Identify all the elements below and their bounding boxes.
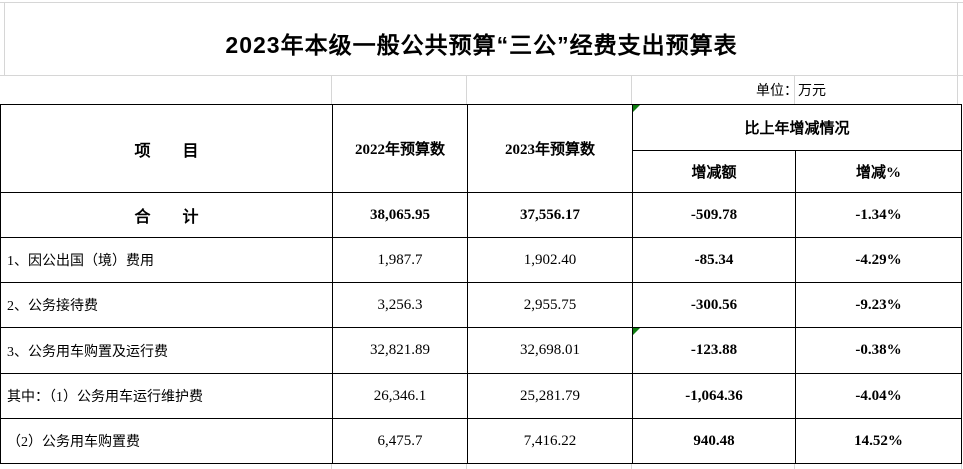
column-header-change-percent: 增减% bbox=[796, 151, 962, 193]
column-header-item: 项 目 bbox=[1, 105, 333, 193]
gridline bbox=[466, 76, 467, 104]
cell-change-percent: -9.23% bbox=[796, 283, 962, 328]
cell-change-amount: -509.78 bbox=[633, 193, 796, 238]
gridline bbox=[794, 76, 795, 104]
cell-change-percent: 14.52% bbox=[796, 419, 962, 464]
cell-2022-budget: 6,475.7 bbox=[333, 419, 468, 464]
error-indicator-icon bbox=[633, 105, 640, 112]
gridline bbox=[0, 75, 963, 76]
cell-change-amount-value: -123.88 bbox=[690, 342, 738, 358]
cell-2022-budget: 1,987.7 bbox=[333, 238, 468, 283]
column-header-change-amount: 增减额 bbox=[633, 151, 796, 193]
unit-label: 单位：万元 bbox=[756, 84, 826, 99]
gridline bbox=[631, 76, 632, 104]
row-label-vehicle-purchase-operation: 3、公务用车购置及运行费 bbox=[1, 328, 333, 374]
error-indicator-icon bbox=[633, 328, 640, 335]
gridline bbox=[0, 2, 963, 3]
cell-2022-budget: 32,821.89 bbox=[333, 328, 468, 374]
gridline bbox=[331, 464, 332, 469]
cell-change-amount: -300.56 bbox=[633, 283, 796, 328]
cell-2023-budget: 7,416.22 bbox=[468, 419, 633, 464]
cell-change-percent: -4.29% bbox=[796, 238, 962, 283]
cell-change-percent: -0.38% bbox=[796, 328, 962, 374]
cell-change-amount: -85.34 bbox=[633, 238, 796, 283]
cell-2022-budget: 3,256.3 bbox=[333, 283, 468, 328]
gridline bbox=[957, 2, 958, 104]
row-label-vehicle-operation-maintenance: 其中：（1）公务用车运行维护费 bbox=[1, 374, 333, 419]
cell-change-percent: -1.34% bbox=[796, 193, 962, 238]
gridline bbox=[331, 76, 332, 104]
cell-2022-budget: 26,346.1 bbox=[333, 374, 468, 419]
row-label-overseas-travel: 1、因公出国（境）费用 bbox=[1, 238, 333, 283]
cell-change-amount: -123.88 bbox=[633, 328, 796, 374]
gridline bbox=[631, 464, 632, 469]
column-header-2023-budget: 2023年预算数 bbox=[468, 105, 633, 193]
cell-2022-budget: 38,065.95 bbox=[333, 193, 468, 238]
cell-change-amount: -1,064.36 bbox=[633, 374, 796, 419]
row-label-official-reception: 2、公务接待费 bbox=[1, 283, 333, 328]
budget-table: 项 目 2022年预算数 2023年预算数 比上年增减情况 增减额 增减% 合 … bbox=[0, 104, 962, 464]
cell-2023-budget: 2,955.75 bbox=[468, 283, 633, 328]
gridline bbox=[466, 464, 467, 469]
column-header-change-group: 比上年增减情况 bbox=[633, 105, 962, 151]
column-header-2022-budget: 2022年预算数 bbox=[333, 105, 468, 193]
cell-change-amount: 940.48 bbox=[633, 419, 796, 464]
cell-change-percent: -4.04% bbox=[796, 374, 962, 419]
row-label-total: 合 计 bbox=[1, 193, 333, 238]
column-header-change-group-label: 比上年增减情况 bbox=[744, 121, 850, 137]
page-title: 2023年本级一般公共预算“三公”经费支出预算表 bbox=[225, 32, 738, 58]
cell-2023-budget: 1,902.40 bbox=[468, 238, 633, 283]
cell-2023-budget: 32,698.01 bbox=[468, 328, 633, 374]
gridline bbox=[794, 464, 795, 469]
gridline bbox=[961, 464, 962, 469]
row-label-vehicle-purchase: （2）公务用车购置费 bbox=[1, 419, 333, 464]
gridline bbox=[4, 2, 5, 75]
cell-2023-budget: 25,281.79 bbox=[468, 374, 633, 419]
cell-2023-budget: 37,556.17 bbox=[468, 193, 633, 238]
